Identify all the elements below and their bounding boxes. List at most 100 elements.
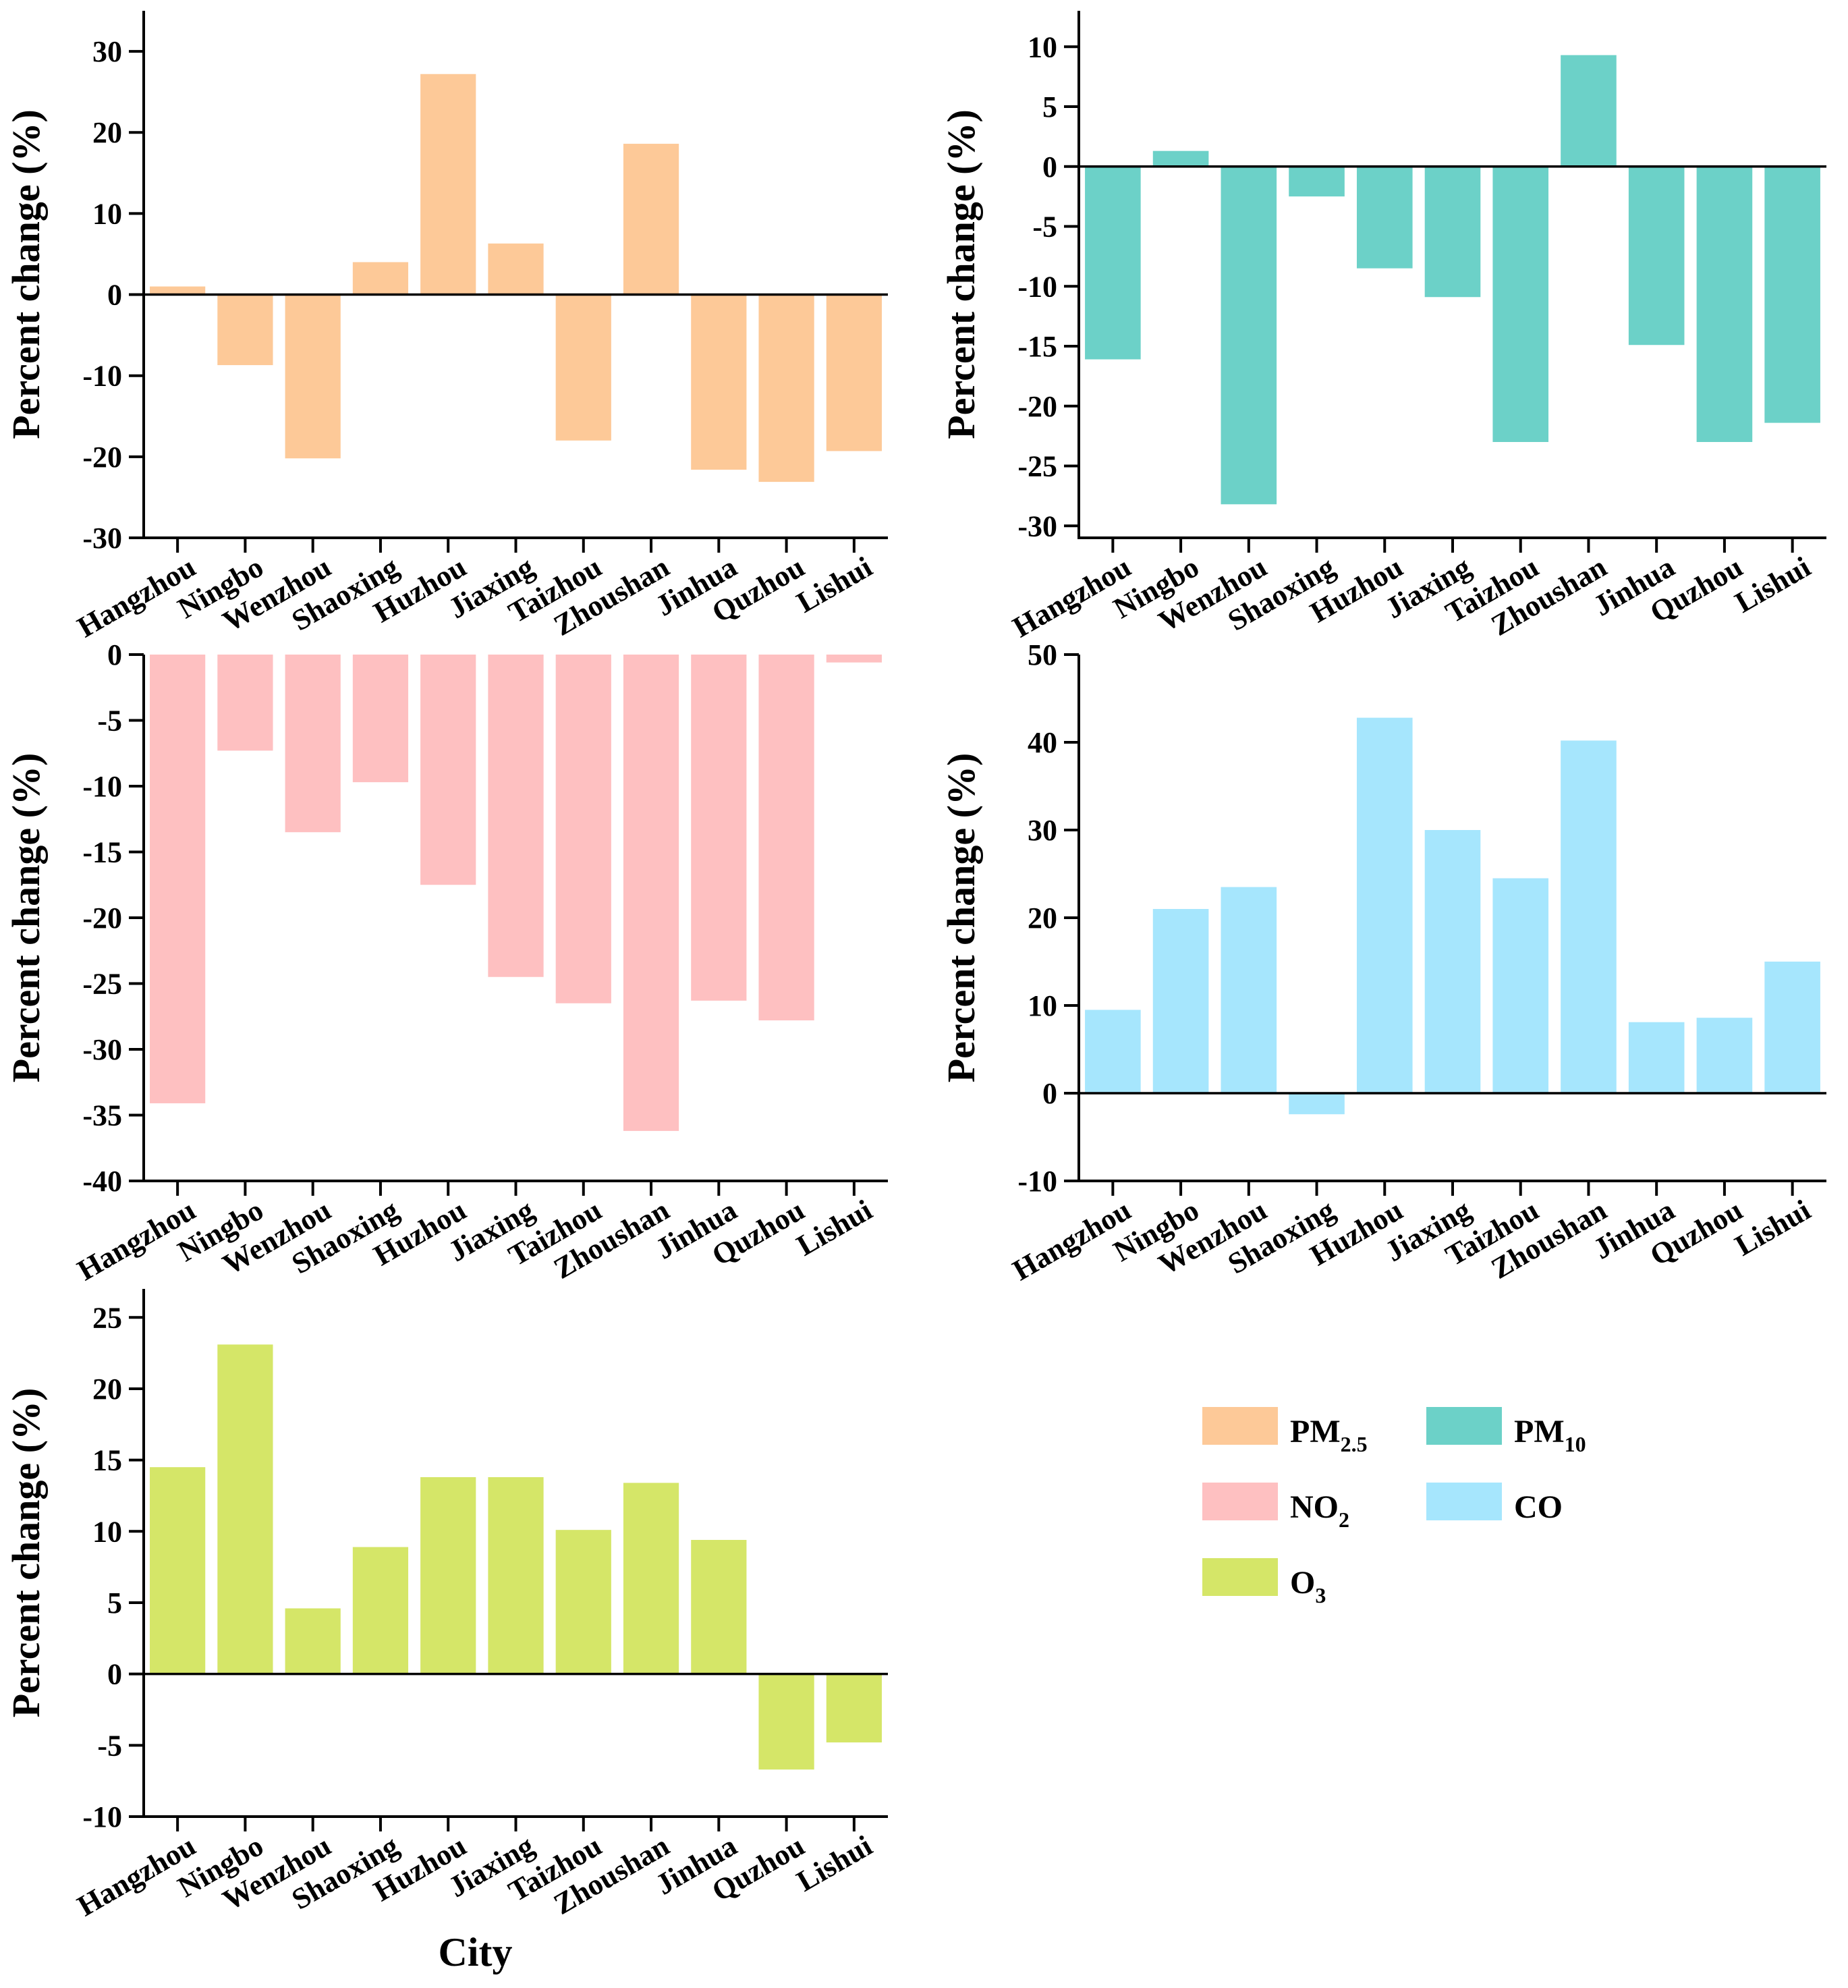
y-tick-label: 5 bbox=[1042, 90, 1057, 123]
x-tick-label: Lishui bbox=[791, 1193, 878, 1262]
bar-jiaxing bbox=[1424, 166, 1481, 298]
bar-lishui bbox=[1764, 166, 1820, 423]
bar-hangzhou bbox=[150, 1467, 206, 1674]
legend-item: PM2.5 bbox=[1202, 1407, 1368, 1456]
bar-zhoushan bbox=[1561, 55, 1617, 167]
x-axis-label: City bbox=[439, 1930, 513, 1975]
y-axis-label: Percent change (%) bbox=[4, 1388, 48, 1718]
legend-swatch bbox=[1426, 1483, 1502, 1520]
y-tick-label: -10 bbox=[1017, 270, 1057, 303]
bar-hangzhou bbox=[150, 286, 206, 295]
y-tick-label: -30 bbox=[82, 1033, 122, 1066]
legend-item: O3 bbox=[1202, 1558, 1326, 1607]
x-tick-label: Lishui bbox=[791, 1829, 878, 1898]
y-tick-label: 20 bbox=[1028, 902, 1057, 935]
y-tick-label: -30 bbox=[1017, 509, 1057, 543]
y-tick-label: -5 bbox=[97, 705, 122, 738]
bar-hangzhou bbox=[1085, 1010, 1141, 1093]
bar-ningbo bbox=[217, 655, 273, 751]
bar-taizhou bbox=[1492, 878, 1549, 1093]
y-tick-label: -25 bbox=[82, 968, 122, 1001]
bar-zhoushan bbox=[623, 1483, 679, 1674]
bar-huzhou bbox=[420, 655, 476, 885]
legend: PM2.5 PM10 NO2 CO O3 bbox=[1202, 1407, 1586, 1607]
bar-shaoxing bbox=[352, 262, 409, 295]
y-tick-label: 0 bbox=[1042, 150, 1057, 184]
legend-label: O3 bbox=[1290, 1565, 1326, 1607]
y-tick-label: 40 bbox=[1028, 726, 1057, 759]
y-tick-label: 10 bbox=[1028, 30, 1057, 63]
y-tick-label: 15 bbox=[92, 1444, 122, 1477]
legend-swatch bbox=[1202, 1407, 1278, 1445]
bar-lishui bbox=[1764, 962, 1820, 1093]
y-tick-label: -15 bbox=[82, 836, 122, 869]
y-tick-label: 0 bbox=[107, 279, 122, 312]
y-axis-label: Percent change (%) bbox=[939, 109, 983, 439]
bar-quzhou bbox=[758, 294, 814, 482]
bar-quzhou bbox=[758, 655, 814, 1021]
bar-wenzhou bbox=[285, 1608, 341, 1674]
y-tick-label: 0 bbox=[1042, 1077, 1057, 1110]
legend-swatch bbox=[1202, 1558, 1278, 1596]
y-tick-label: 30 bbox=[1028, 814, 1057, 847]
chart-panel-no2: -40-35-30-25-20-15-10-50HangzhouNingboWe… bbox=[4, 638, 888, 1287]
y-tick-label: 20 bbox=[92, 116, 122, 149]
bar-shaoxing bbox=[1289, 166, 1345, 197]
bar-zhoushan bbox=[623, 655, 679, 1131]
y-tick-label: 10 bbox=[92, 1515, 122, 1548]
y-tick-label: 10 bbox=[92, 197, 122, 230]
bar-ningbo bbox=[1152, 909, 1209, 1093]
bar-jinhua bbox=[1628, 1022, 1685, 1093]
y-tick-label: -25 bbox=[1017, 450, 1057, 483]
x-tick-label: Lishui bbox=[1729, 1193, 1816, 1262]
y-tick-label: -20 bbox=[1017, 390, 1057, 423]
bar-jiaxing bbox=[1424, 830, 1481, 1093]
bar-ningbo bbox=[1152, 150, 1209, 167]
bar-wenzhou bbox=[285, 655, 341, 833]
bar-huzhou bbox=[1356, 717, 1413, 1093]
y-tick-label: -10 bbox=[82, 770, 122, 803]
y-tick-label: 20 bbox=[92, 1373, 122, 1406]
bar-taizhou bbox=[555, 1530, 611, 1674]
bar-huzhou bbox=[420, 74, 476, 295]
chart-panel-o3: -10-50510152025HangzhouNingboWenzhouShao… bbox=[4, 1289, 888, 1975]
bar-jinhua bbox=[691, 655, 747, 1001]
y-axis-label: Percent change (%) bbox=[4, 109, 48, 439]
bar-taizhou bbox=[555, 294, 611, 441]
y-tick-label: 10 bbox=[1028, 989, 1057, 1022]
y-tick-label: -5 bbox=[1032, 211, 1057, 244]
bar-huzhou bbox=[420, 1476, 476, 1674]
chart-panel-pm10: -30-25-20-15-10-50510HangzhouNingboWenzh… bbox=[939, 11, 1826, 644]
bar-shaoxing bbox=[1289, 1093, 1345, 1115]
bar-jinhua bbox=[691, 1539, 747, 1674]
bar-jiaxing bbox=[488, 243, 544, 295]
legend-item: NO2 bbox=[1202, 1483, 1349, 1532]
bar-quzhou bbox=[1696, 1018, 1753, 1093]
y-tick-label: 0 bbox=[107, 638, 122, 671]
y-tick-label: -10 bbox=[82, 360, 122, 393]
y-tick-label: 5 bbox=[107, 1586, 122, 1620]
chart-panel-co: -1001020304050HangzhouNingboWenzhouShaox… bbox=[939, 638, 1826, 1287]
y-tick-label: -15 bbox=[1017, 330, 1057, 363]
y-tick-label: 25 bbox=[92, 1301, 122, 1334]
y-tick-label: -30 bbox=[82, 522, 122, 555]
y-tick-label: -40 bbox=[82, 1165, 122, 1198]
bar-wenzhou bbox=[285, 294, 341, 459]
y-tick-label: 50 bbox=[1028, 638, 1057, 671]
y-tick-label: -20 bbox=[82, 441, 122, 474]
y-axis-label: Percent change (%) bbox=[939, 753, 983, 1083]
bar-hangzhou bbox=[150, 655, 206, 1103]
legend-item: CO bbox=[1426, 1483, 1563, 1525]
bar-zhoushan bbox=[1561, 740, 1617, 1093]
y-tick-label: -10 bbox=[82, 1800, 122, 1833]
bar-taizhou bbox=[555, 655, 611, 1003]
legend-label: PM10 bbox=[1514, 1414, 1586, 1456]
bar-quzhou bbox=[758, 1674, 814, 1770]
bar-hangzhou bbox=[1085, 166, 1141, 360]
bar-shaoxing bbox=[352, 655, 409, 783]
legend-label: NO2 bbox=[1290, 1489, 1349, 1532]
bar-huzhou bbox=[1356, 166, 1413, 269]
y-tick-label: -5 bbox=[97, 1729, 122, 1762]
y-axis-label: Percent change (%) bbox=[4, 753, 48, 1083]
bar-jiaxing bbox=[488, 1476, 544, 1674]
